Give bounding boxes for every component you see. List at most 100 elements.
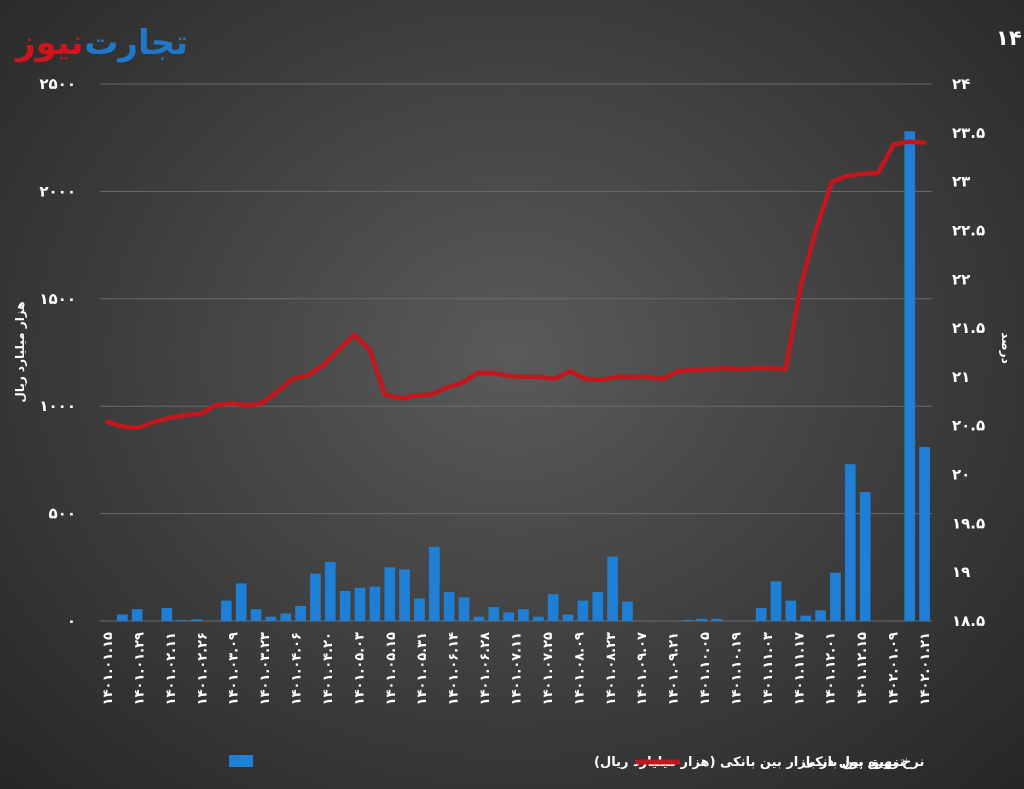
x-tick-label: ۱۴۰۱.۰۴.۲۰	[321, 632, 336, 705]
y-left-tick-label: ۲۵۰۰	[39, 75, 76, 93]
bar	[577, 600, 589, 621]
x-tick-label: ۱۴۰۱.۱۱.۰۳	[761, 632, 776, 705]
x-tick-label: ۱۴۰۱.۰۵.۱۵	[384, 632, 399, 705]
y-left-tick-label: ۰	[67, 612, 76, 630]
legend-line-label: نرخ بهره بین بانکی	[802, 755, 924, 770]
y-right-tick-label: ۱۹	[952, 563, 970, 581]
bar	[488, 607, 500, 621]
bar	[830, 572, 841, 621]
bar	[354, 587, 366, 621]
x-tick-label: ۱۴۰۲.۰۱.۰۹	[887, 632, 902, 705]
y-right-tick-label: ۲۰.۵	[952, 417, 985, 435]
bar-series	[116, 131, 930, 621]
bar	[399, 569, 410, 621]
bar	[280, 613, 292, 621]
x-tick-label: ۱۴۰۱.۱۰.۱۹	[730, 632, 745, 705]
x-tick-label: ۱۴۰۱.۰۹.۲۱	[667, 632, 682, 705]
y-axis-left-title: هزار میلیارد ریال	[13, 301, 27, 402]
line-path	[105, 139, 927, 430]
y-right-tick-label: ۲۲	[952, 270, 970, 288]
bar	[414, 598, 425, 621]
bar	[265, 616, 277, 621]
bar	[116, 614, 128, 621]
y-right-tick-label: ۱۸.۵	[952, 612, 985, 630]
y-right-tick-label: ۲۱.۵	[952, 319, 985, 337]
bar	[220, 600, 232, 621]
x-tick-label: ۱۴۰۱.۰۹.۰۷	[635, 632, 650, 705]
bar	[473, 616, 485, 621]
bar	[755, 608, 767, 621]
y-right-tick-label: ۲۳	[952, 173, 970, 191]
x-axis: ۱۴۰۱.۰۱.۱۵ ۱۴۰۱.۰۱.۲۹ ۱۴۰۱.۰۲.۱۱ ۱۴۰۱.۰۲.۲۶…	[101, 632, 933, 705]
x-tick-label: ۱۴۰۱.۰۶.۱۴	[447, 632, 462, 705]
bar	[384, 567, 396, 621]
bar	[562, 614, 574, 621]
bar	[711, 618, 722, 621]
x-tick-label: ۱۴۰۱.۱۲.۰۱	[824, 632, 839, 705]
bar	[696, 618, 708, 621]
y-axis-right: ۱۸.۵ ۱۹ ۱۹.۵ ۲۰ ۲۰.۵ ۲۱ ۲۱.۵ ۲۲ ۲۲.۵ ۲۳ ۲۳.۵ ۲۴	[952, 75, 985, 630]
bar	[800, 615, 812, 621]
x-tick-label: ۱۴۰۱.۰۱.۱۵	[101, 632, 116, 705]
legend: تزریق پول در بازار بین بانکی (هزار میلیا…	[229, 755, 924, 770]
y-axis-right-title: درصد	[999, 332, 1013, 364]
x-tick-label: ۱۴۰۱.۰۶.۲۸	[478, 632, 493, 705]
bar	[458, 597, 470, 621]
x-tick-label: ۱۴۰۱.۱۱.۱۷	[792, 632, 807, 705]
x-tick-label: ۱۴۰۱.۰۴.۰۶	[290, 632, 305, 705]
x-tick-label: ۱۴۰۱.۰۱.۲۹	[132, 632, 147, 705]
bar	[592, 592, 604, 621]
x-tick-label: ۱۴۰۱.۰۵.۰۳	[352, 632, 367, 705]
bar	[176, 619, 188, 621]
y-right-tick-label: ۲۴	[952, 75, 970, 93]
x-tick-label: ۱۴۰۱.۰۸.۲۳	[604, 632, 619, 705]
y-right-tick-label: ۲۰	[952, 466, 970, 484]
bar	[547, 594, 559, 621]
chart-title: روند تزریق پول بانک مرکزی در بازار بین ب…	[996, 26, 1024, 50]
y-right-tick-label: ۲۲.۵	[952, 221, 985, 239]
bar	[532, 616, 544, 621]
y-left-tick-label: ۲۰۰۰	[39, 182, 76, 200]
bar	[622, 601, 633, 621]
bar	[310, 573, 321, 621]
x-tick-label: ۱۴۰۱.۱۰.۰۵	[698, 632, 713, 705]
y-axis-left: ۰ ۵۰۰ ۱۰۰۰ ۱۵۰۰ ۲۰۰۰ ۲۵۰۰	[39, 75, 76, 630]
x-tick-label: ۱۴۰۱.۰۵.۳۱	[415, 632, 430, 705]
logo-blue-part: تجارت	[84, 23, 188, 63]
logo-red-part: نیوز	[14, 23, 84, 63]
gridlines	[100, 83, 932, 622]
bar	[919, 447, 930, 621]
bar	[324, 561, 336, 621]
x-tick-label: ۱۴۰۱.۰۳.۲۳	[258, 632, 273, 705]
x-tick-label: ۱۴۰۱.۰۲.۲۶	[195, 632, 210, 705]
x-tick-label: ۱۴۰۱.۰۸.۰۹	[572, 632, 587, 705]
bar	[339, 590, 351, 621]
bar	[295, 605, 306, 621]
bar	[785, 600, 797, 621]
bar	[770, 581, 782, 621]
legend-bar-label: تزریق پول در بازار بین بانکی (هزار میلیا…	[594, 755, 905, 770]
bar	[369, 586, 381, 621]
bar	[844, 464, 856, 621]
line-series	[105, 139, 927, 430]
legend-bar-swatch	[229, 755, 253, 767]
x-tick-label: ۱۴۰۱.۰۷.۱۱	[510, 632, 525, 705]
x-tick-label: ۱۴۰۲.۰۱.۲۱	[918, 632, 933, 705]
x-tick-label: ۱۴۰۱.۰۲.۱۱	[164, 632, 179, 705]
x-tick-label: ۱۴۰۱.۰۷.۲۵	[541, 632, 556, 705]
bar	[607, 556, 618, 621]
bar	[443, 592, 455, 621]
bar	[428, 546, 440, 621]
bar	[518, 609, 529, 621]
bar	[191, 619, 202, 621]
y-right-tick-label: ۲۳.۵	[952, 124, 985, 142]
bar	[235, 583, 247, 621]
bar	[815, 610, 826, 621]
y-right-tick-label: ۲۱	[952, 368, 970, 386]
x-tick-label: ۱۴۰۱.۱۲.۱۵	[855, 632, 870, 705]
y-right-tick-label: ۱۹.۵	[952, 514, 985, 532]
bar	[131, 609, 143, 621]
y-left-tick-label: ۱۵۰۰	[39, 290, 76, 308]
x-tick-label: ۱۴۰۱.۰۳.۰۹	[227, 632, 242, 705]
